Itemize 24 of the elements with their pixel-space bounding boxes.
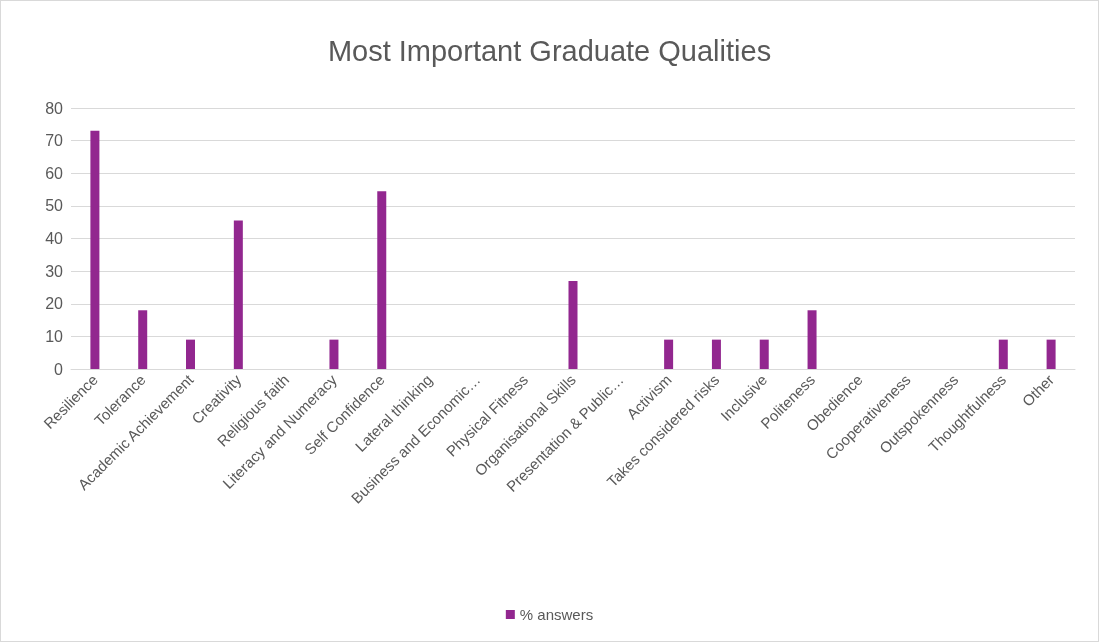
bar <box>711 339 721 369</box>
bar <box>568 280 578 369</box>
bar <box>329 339 339 369</box>
y-tick-label: 80 <box>45 99 64 117</box>
bar <box>664 339 674 369</box>
bar <box>998 339 1008 369</box>
bar <box>807 310 817 369</box>
bar <box>90 130 100 369</box>
y-tick-label: 10 <box>45 327 64 345</box>
chart-title: Most Important Graduate Qualities <box>327 34 772 67</box>
y-tick-label: 20 <box>45 295 64 313</box>
bar <box>186 339 196 369</box>
bar <box>1046 339 1056 369</box>
bar <box>138 310 148 369</box>
legend-label: % answers <box>519 606 594 623</box>
y-tick-label: 40 <box>45 230 64 247</box>
y-tick-label: 70 <box>45 132 64 150</box>
y-tick-label: 50 <box>45 197 64 215</box>
y-tick-label: 30 <box>45 262 64 280</box>
bar <box>377 191 387 369</box>
y-tick-label: 0 <box>54 360 64 378</box>
bar <box>759 339 769 369</box>
bar <box>233 220 243 369</box>
y-tick-label: 60 <box>45 164 64 182</box>
